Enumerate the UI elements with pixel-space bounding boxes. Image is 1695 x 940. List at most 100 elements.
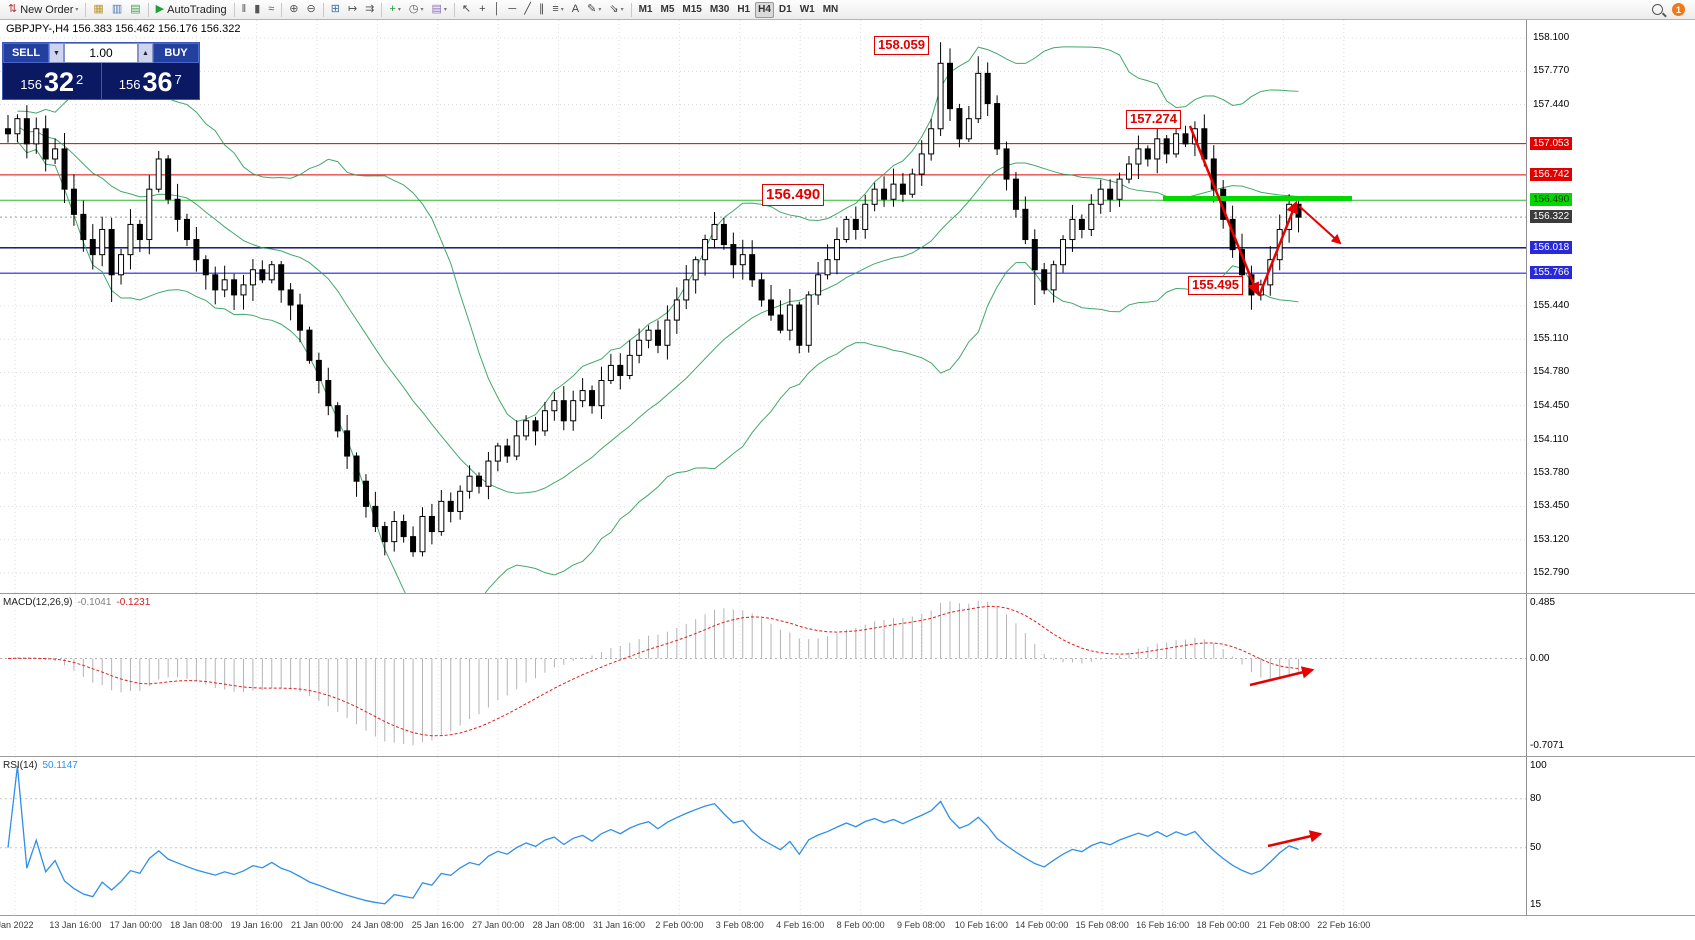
- tile-windows-icon[interactable]: ⊞: [328, 2, 343, 18]
- channel-icon-glyph: ∥: [538, 3, 545, 15]
- indicators-icon[interactable]: + ▾: [386, 2, 403, 18]
- channel-icon[interactable]: ∥: [536, 2, 548, 18]
- time-axis-label[interactable]: 10 Feb 16:00: [954, 920, 1008, 930]
- cursor-icon[interactable]: ↖: [459, 2, 474, 18]
- crosshair-icon[interactable]: +: [476, 2, 488, 18]
- vertical-line-icon[interactable]: │: [491, 2, 504, 18]
- bar-chart-icon[interactable]: ‖: [239, 2, 250, 18]
- toolbar-groups: ⇅ New Order ▾ ▦ ▥ ▤ ▶ AutoTrading ‖ ▮ ≈ ⊕ ⊖ ⊞ ↦ ⇉ + ▾ ◷ ▾ ▤ ▾…: [4, 1, 842, 18]
- zoom-in-icon[interactable]: ⊕: [286, 2, 301, 18]
- timeframe-d1[interactable]: D1: [776, 2, 795, 18]
- toolbar: ⇅ New Order ▾ ▦ ▥ ▤ ▶ AutoTrading ‖ ▮ ≈ ⊕ ⊖ ⊞ ↦ ⇉ + ▾ ◷ ▾ ▤ ▾…: [0, 0, 1695, 20]
- label-icon[interactable]: ✎ ▾: [584, 2, 604, 18]
- time-axis-label[interactable]: 9 Feb 08:00: [896, 920, 946, 930]
- horizontal-line-icon[interactable]: ─: [505, 2, 519, 18]
- macd-grid: [0, 594, 1526, 755]
- chart-window-icon[interactable]: ▦: [90, 2, 106, 18]
- time-axis-label[interactable]: 16 Feb 16:00: [1136, 920, 1190, 930]
- timeframe-m30[interactable]: M30: [707, 2, 732, 18]
- toolbar-separator: [233, 2, 235, 17]
- templates-icon[interactable]: ▤ ▾: [428, 2, 449, 18]
- buy-price-point: 7: [174, 72, 182, 87]
- templates-icon-glyph: ▤: [431, 3, 442, 15]
- zoom-out-icon[interactable]: ⊖: [304, 2, 319, 18]
- new-order-button[interactable]: ⇅ New Order ▾: [5, 2, 81, 18]
- time-axis-label[interactable]: 18 Jan 08:00: [170, 920, 223, 930]
- timeframe-h4[interactable]: H4: [755, 1, 774, 18]
- macd-panel[interactable]: [0, 594, 1695, 755]
- time-axis-label[interactable]: 2 Feb 00:00: [655, 920, 704, 930]
- timeframe-m15-label: M15: [682, 4, 702, 15]
- main-chart[interactable]: [0, 20, 1695, 594]
- arrows-icon-glyph: ⇘: [609, 3, 619, 15]
- time-axis-label[interactable]: 19 Jan 16:00: [230, 920, 283, 930]
- line-chart-icon[interactable]: ≈: [265, 2, 277, 18]
- time-axis-label[interactable]: 25 Jan 16:00: [411, 920, 464, 930]
- timeframe-m5[interactable]: M5: [658, 2, 678, 18]
- text-icon-glyph: A: [571, 3, 580, 15]
- time-axis-label[interactable]: 15 Feb 08:00: [1075, 920, 1129, 930]
- time-axis-label[interactable]: 3 Feb 08:00: [715, 920, 764, 930]
- data-window-icon[interactable]: ▤: [127, 2, 143, 18]
- toolbar-separator: [453, 2, 455, 17]
- time-axis-label[interactable]: 21 Jan 00:00: [290, 920, 344, 930]
- time-axis-label[interactable]: 8 Feb 00:00: [836, 920, 885, 930]
- time-axis-label[interactable]: 21 Feb 08:00: [1256, 920, 1310, 930]
- time-axis-label[interactable]: 27 Jan 00:00: [472, 920, 525, 930]
- sell-button[interactable]: SELL: [3, 43, 49, 63]
- periods-icon[interactable]: ◷ ▾: [406, 2, 427, 18]
- panel-separator[interactable]: [0, 756, 1695, 757]
- fibonacci-icon-glyph: ≡: [552, 3, 559, 15]
- profiles-icon[interactable]: ▥: [109, 2, 125, 18]
- rsi-panel[interactable]: [0, 757, 1695, 914]
- timeframe-m15[interactable]: M15: [679, 2, 704, 18]
- time-axis-label[interactable]: 14 Feb 00:00: [1015, 920, 1069, 930]
- toolbar-separator: [322, 2, 324, 17]
- panel-separator[interactable]: [0, 915, 1695, 916]
- toolbar-separator: [630, 2, 632, 17]
- time-axis-label[interactable]: 31 Jan 16:00: [592, 920, 646, 930]
- time-axis-label[interactable]: 4 Feb 16:00: [776, 920, 825, 930]
- panel-separator[interactable]: [0, 593, 1695, 594]
- notification-badge[interactable]: 1: [1672, 3, 1685, 16]
- timeframe-mn[interactable]: MN: [820, 2, 842, 18]
- volume-input[interactable]: [64, 43, 138, 63]
- time-axis-label[interactable]: Jan 2022: [0, 920, 34, 930]
- autotrading-icon: ▶: [155, 3, 165, 15]
- time-axis-label[interactable]: 17 Jan 00:00: [109, 920, 162, 930]
- macd-name: MACD(12,26,9): [3, 597, 73, 608]
- volume-down-button[interactable]: ▼: [49, 43, 64, 63]
- price-axis-separator: [1526, 20, 1527, 916]
- candlestick-chart-icon[interactable]: ▮: [251, 2, 263, 18]
- macd-histogram: [16, 600, 1300, 746]
- spin-up-icon: ▲: [142, 49, 149, 57]
- fibonacci-icon[interactable]: ≡ ▾: [549, 2, 566, 18]
- text-icon[interactable]: A: [569, 2, 582, 18]
- rsi-line: [7, 766, 1299, 905]
- buy-price-display[interactable]: 156 36 7: [102, 63, 200, 99]
- timeframe-h1[interactable]: H1: [734, 2, 753, 18]
- time-axis-label[interactable]: 24 Jan 08:00: [351, 920, 404, 930]
- trendline-icon[interactable]: ╱: [521, 2, 534, 18]
- timeframe-w1[interactable]: W1: [797, 2, 818, 18]
- cursor-icon-glyph: ↖: [461, 3, 472, 15]
- volume-up-button[interactable]: ▲: [138, 43, 153, 63]
- autotrading-button[interactable]: ▶ AutoTrading: [153, 2, 230, 18]
- time-axis-label[interactable]: 18 Feb 00:00: [1196, 920, 1250, 930]
- label-icon-glyph: ✎: [587, 3, 597, 15]
- time-axis-label[interactable]: 13 Jan 16:00: [49, 920, 102, 930]
- time-axis-label[interactable]: 22 Feb 16:00: [1317, 920, 1371, 930]
- timeframe-m1[interactable]: M1: [636, 2, 656, 18]
- timeframe-m1-label: M1: [638, 4, 653, 15]
- arrows-icon[interactable]: ⇘ ▾: [606, 2, 626, 18]
- chart-shift-icon[interactable]: ⇉: [362, 2, 377, 18]
- search-icon[interactable]: [1652, 4, 1663, 15]
- auto-scroll-icon[interactable]: ↦: [345, 2, 360, 18]
- time-axis-label[interactable]: 28 Jan 08:00: [532, 920, 585, 930]
- sell-price-int: 156: [20, 77, 42, 93]
- buy-button[interactable]: BUY: [153, 43, 199, 63]
- profiles-icon-glyph: ▥: [111, 3, 123, 15]
- data-window-icon-glyph: ▤: [130, 3, 141, 15]
- sell-price-display[interactable]: 156 32 2: [3, 63, 101, 99]
